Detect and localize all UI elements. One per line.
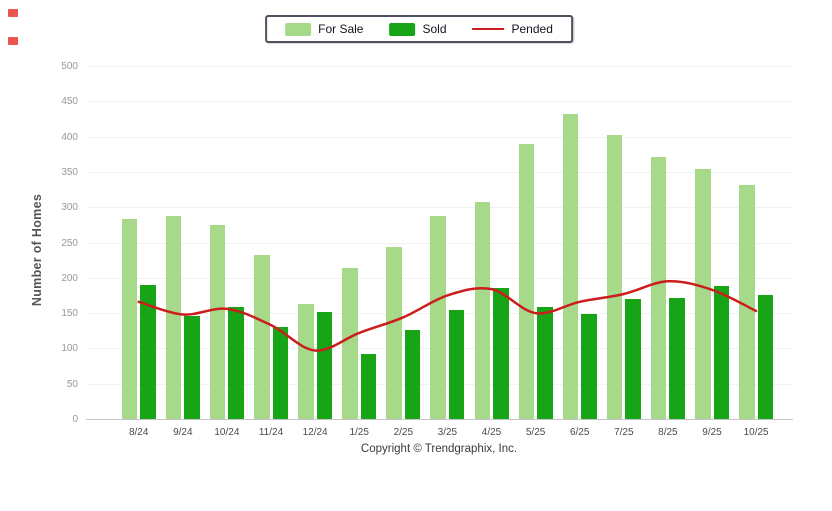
chart-legend: For Sale Sold Pended xyxy=(265,15,573,43)
gridline xyxy=(88,66,792,67)
broken-image-icon xyxy=(8,9,18,17)
sold-bar-8-25 xyxy=(669,297,685,419)
x-axis-label: 3/25 xyxy=(437,427,458,438)
pended-line-icon xyxy=(472,28,505,30)
x-axis-label: 5/25 xyxy=(525,427,546,438)
x-axis-label: 8/24 xyxy=(128,427,149,438)
legend-item-for-sale: For Sale xyxy=(285,22,363,36)
for-sale-bar-12-24 xyxy=(298,303,314,419)
for-sale-swatch-icon xyxy=(285,22,312,36)
sold-swatch-icon xyxy=(389,22,416,36)
sold-bar-1-25 xyxy=(360,354,377,419)
y-axis-tick-label: 50 xyxy=(66,378,78,390)
for-sale-bar-9-24 xyxy=(165,216,182,419)
sold-bar-10-25 xyxy=(757,295,774,419)
for-sale-bar-5-25 xyxy=(518,144,535,419)
copyright-text: Copyright © Trendgraphix, Inc. xyxy=(360,443,518,455)
x-axis-label: 2/25 xyxy=(393,427,414,438)
x-axis-label: 9/25 xyxy=(702,427,722,438)
y-axis-tick-label: 500 xyxy=(61,61,78,72)
x-axis-label: 8/25 xyxy=(658,427,678,438)
sold-bar-9-24 xyxy=(184,315,200,419)
sold-bar-2-25 xyxy=(404,330,421,419)
for-sale-bar-9-25 xyxy=(695,169,711,419)
sold-bar-7-25 xyxy=(625,298,641,419)
for-sale-bar-4-25 xyxy=(474,202,490,419)
y-axis-title: Number of Homes xyxy=(30,193,44,307)
x-axis-label: 1/25 xyxy=(349,427,369,438)
gridline xyxy=(88,171,792,173)
sold-bar-4-25 xyxy=(493,288,509,419)
x-axis-label: 12/24 xyxy=(302,427,328,438)
x-axis-label: 9/24 xyxy=(173,427,193,438)
legend-item-sold: Sold xyxy=(389,22,447,36)
gridline xyxy=(88,101,792,103)
gridline xyxy=(88,136,792,138)
for-sale-bar-1-25 xyxy=(342,267,358,419)
y-axis-tick-label: 300 xyxy=(61,202,78,214)
x-axis-label: 10/24 xyxy=(214,427,240,438)
for-sale-bar-2-25 xyxy=(386,246,402,419)
for-sale-bar-10-25 xyxy=(739,185,755,419)
sold-bar-10-24 xyxy=(228,306,244,419)
legend-item-pended: Pended xyxy=(472,22,553,36)
for-sale-bar-3-25 xyxy=(430,216,446,419)
legend-label: Sold xyxy=(422,22,447,36)
for-sale-bar-7-25 xyxy=(606,135,623,419)
sold-bar-6-25 xyxy=(581,313,597,419)
for-sale-bar-11-24 xyxy=(254,255,270,419)
plot-area: 0 50 100 150 200 250 300 350 400 450 500 xyxy=(61,61,792,425)
x-axis-label: 11/24 xyxy=(258,427,284,438)
legend-label: For Sale xyxy=(318,22,364,36)
y-axis-tick-label: 100 xyxy=(61,343,78,355)
for-sale-bar-10-24 xyxy=(209,224,226,419)
y-axis-tick-label: 200 xyxy=(61,272,78,284)
x-axis-label: 4/25 xyxy=(481,427,502,438)
y-axis-tick-label: 250 xyxy=(61,237,78,249)
for-sale-bar-8-25 xyxy=(650,157,667,419)
gridline xyxy=(88,207,792,209)
x-axis-line xyxy=(86,419,793,420)
for-sale-bar-8-24 xyxy=(121,218,138,419)
sold-bar-5-25 xyxy=(537,307,553,419)
y-axis-tick-label: 150 xyxy=(61,308,78,320)
sold-bar-9-25 xyxy=(713,286,729,419)
x-axis-label: 6/25 xyxy=(569,427,590,438)
y-axis-tick-label: 350 xyxy=(61,166,78,178)
y-axis-tick-label: 0 xyxy=(72,414,78,425)
sold-bar-11-24 xyxy=(272,326,288,419)
y-axis-tick-label: 450 xyxy=(61,96,78,108)
sold-bar-12-24 xyxy=(316,311,333,419)
for-sale-bar-6-25 xyxy=(562,114,579,419)
y-axis-tick-label: 400 xyxy=(61,131,78,143)
broken-image-icon xyxy=(8,37,18,45)
sold-bar-3-25 xyxy=(448,310,465,419)
sold-bar-8-24 xyxy=(140,284,156,419)
pended-trend-line xyxy=(137,280,758,352)
x-axis-label: 7/25 xyxy=(614,427,634,438)
x-axis-label: 10/25 xyxy=(743,427,769,438)
legend-label: Pended xyxy=(511,22,553,36)
